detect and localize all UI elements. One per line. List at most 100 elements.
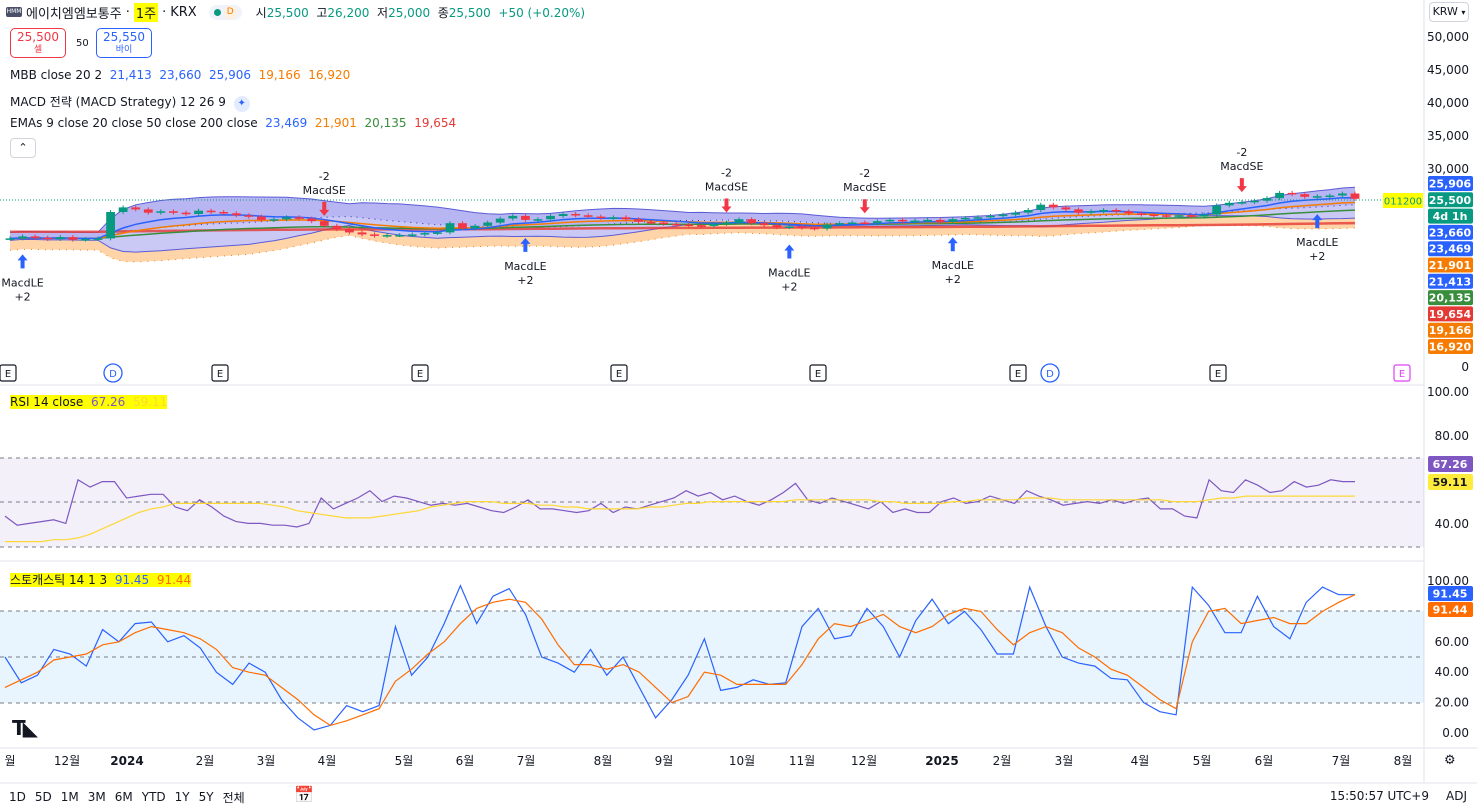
currency-selector[interactable]: KRW ▾ bbox=[1429, 2, 1469, 22]
adj-toggle[interactable]: ADJ bbox=[1446, 789, 1467, 803]
time-tick-label: 2월 bbox=[196, 754, 215, 768]
price-tick-label: 40,000 bbox=[1427, 96, 1469, 110]
rsi-legend[interactable]: RSI 14 close 67.26 59.11 bbox=[10, 395, 168, 409]
candle-body bbox=[458, 223, 467, 229]
candle-body bbox=[407, 234, 417, 236]
candle-body bbox=[847, 222, 857, 224]
macd-strategy-legend[interactable]: MACD 전략 (MACD Strategy) 12 26 9 ✦ bbox=[10, 93, 250, 112]
candlesticks bbox=[5, 190, 1360, 242]
bb-lower2-line bbox=[9, 224, 1356, 263]
rsi-ma-line bbox=[5, 495, 1355, 543]
candle-body bbox=[131, 207, 141, 210]
signal-label: MacdSE bbox=[303, 184, 346, 197]
rsi-tick-label: 80.00 bbox=[1435, 429, 1469, 443]
price-badge-label: 25,906 bbox=[1429, 178, 1472, 191]
bb-lower-fill bbox=[10, 204, 1355, 253]
signal-label: MacdLE bbox=[1296, 236, 1338, 249]
candle-body bbox=[1275, 192, 1284, 199]
symbol-header: HMM 에이치엠엠보통주 · 1주 · KRX D 시25,500 고26,20… bbox=[6, 2, 586, 22]
chevron-up-icon: ⌃ bbox=[18, 141, 28, 154]
gear-icon[interactable]: ⚙ bbox=[1444, 753, 1456, 768]
candle-body bbox=[810, 227, 819, 230]
candle-body bbox=[5, 238, 15, 240]
candle-body bbox=[81, 239, 90, 241]
candle-body bbox=[960, 217, 970, 220]
spread-value: 50 bbox=[76, 38, 89, 49]
time-tick-label: 7월 bbox=[517, 754, 536, 768]
price-badge bbox=[1428, 176, 1473, 191]
time-tick-label: 8월 bbox=[594, 754, 613, 768]
rsi-tick-label: 40.00 bbox=[1435, 517, 1469, 531]
clock-readout[interactable]: 15:50:57 UTC+9 bbox=[1329, 789, 1429, 803]
candle-body bbox=[345, 229, 354, 233]
candle-body bbox=[935, 219, 945, 222]
ema-legend[interactable]: EMAs 9 close 20 close 50 close 200 close… bbox=[10, 116, 457, 130]
stochastic-lines: 100.00 60.00 40.00 20.00 0.00 91.45 91.44 bbox=[4, 574, 1473, 740]
time-tick-label: 3월 bbox=[1055, 754, 1074, 768]
candle-body bbox=[898, 219, 907, 222]
stoch-tick-label: 100.00 bbox=[1427, 574, 1469, 588]
candle-body bbox=[835, 223, 844, 225]
calendar-icon[interactable]: 📅 bbox=[294, 785, 314, 804]
price-badge-label: 16,920 bbox=[1429, 341, 1472, 354]
stochastic-legend[interactable]: 스토캐스틱 14 1 3 91.45 91.44 bbox=[10, 573, 192, 587]
candle-body bbox=[671, 223, 681, 226]
time-tick-label: 6월 bbox=[1255, 754, 1274, 768]
rsi-line bbox=[4, 478, 1355, 528]
range-1d[interactable]: 1D bbox=[9, 790, 26, 804]
long-signal-arrow-icon bbox=[17, 254, 28, 269]
range-1m[interactable]: 1M bbox=[60, 790, 79, 804]
collapse-legend-button[interactable]: ⌃ bbox=[10, 138, 36, 158]
candle-body bbox=[319, 221, 329, 226]
signal-qty: -2 bbox=[859, 167, 870, 180]
stoch-tick-label: 60.00 bbox=[1435, 635, 1469, 649]
signal-qty: +2 bbox=[945, 273, 961, 286]
short-signal-arrow-icon bbox=[319, 201, 330, 216]
range-6m[interactable]: 6M bbox=[114, 790, 133, 804]
signal-label: MacdLE bbox=[1, 276, 43, 289]
countdown-tag-label: 011200 bbox=[1384, 197, 1422, 208]
buy-button[interactable]: 25,550 바이 bbox=[96, 28, 152, 58]
mbb-legend[interactable]: MBB close 20 2 21,413 23,660 25,906 19,1… bbox=[10, 68, 351, 82]
candle-body bbox=[433, 232, 442, 234]
candle-body bbox=[646, 221, 656, 224]
price-badge bbox=[1428, 339, 1473, 354]
strategy-sparkle-icon[interactable]: ✦ bbox=[233, 96, 250, 112]
bb-lower-line bbox=[9, 215, 1356, 253]
candle-body bbox=[1212, 205, 1222, 215]
candle-body bbox=[747, 219, 756, 224]
event-marker-label: E bbox=[815, 369, 821, 380]
candle-body bbox=[269, 219, 279, 221]
market-status[interactable]: D bbox=[208, 4, 242, 20]
candle-body bbox=[156, 211, 166, 213]
signal-label: MacdLE bbox=[768, 267, 810, 280]
price-axis[interactable]: 50,000 45,000 40,000 35,000 30,000 0 bbox=[1427, 30, 1469, 374]
time-axis[interactable]: 월 12월 2024 2월 3월 4월 5월 6월 7월 8월 9월 10월 11월 12월 2025 2월 3… bbox=[4, 754, 1412, 768]
candle-body bbox=[1262, 198, 1272, 201]
timeframe[interactable]: 1주 bbox=[133, 2, 159, 22]
range-ytd[interactable]: YTD bbox=[141, 790, 166, 804]
candle-body bbox=[68, 237, 78, 240]
market-open-icon bbox=[213, 8, 221, 16]
symbol-name[interactable]: 에이치엠엠보통주 bbox=[26, 6, 122, 22]
candle-body bbox=[219, 212, 229, 214]
range-all[interactable]: 전체 bbox=[222, 790, 245, 805]
rsi-badge-label: 67.26 bbox=[1433, 458, 1468, 471]
range-5y[interactable]: 5Y bbox=[198, 790, 214, 804]
event-marker-label: E bbox=[616, 369, 622, 380]
range-1y[interactable]: 1Y bbox=[174, 790, 190, 804]
sell-button[interactable]: 25,500 셀 bbox=[10, 28, 66, 58]
candle-body bbox=[546, 215, 555, 220]
range-5d[interactable]: 5D bbox=[34, 790, 52, 804]
rsi-tick-label: 100.00 bbox=[1427, 385, 1469, 399]
stoch-d-line bbox=[4, 594, 1356, 727]
candle-body bbox=[822, 224, 832, 229]
price-badge bbox=[1428, 322, 1473, 338]
range-3m[interactable]: 3M bbox=[87, 790, 106, 804]
price-badge-label: 19,654 bbox=[1429, 308, 1472, 321]
time-tick-label: 2월 bbox=[993, 754, 1012, 768]
price-badge-label: 25,500 bbox=[1429, 194, 1472, 207]
event-marker-label: E bbox=[1215, 369, 1221, 380]
